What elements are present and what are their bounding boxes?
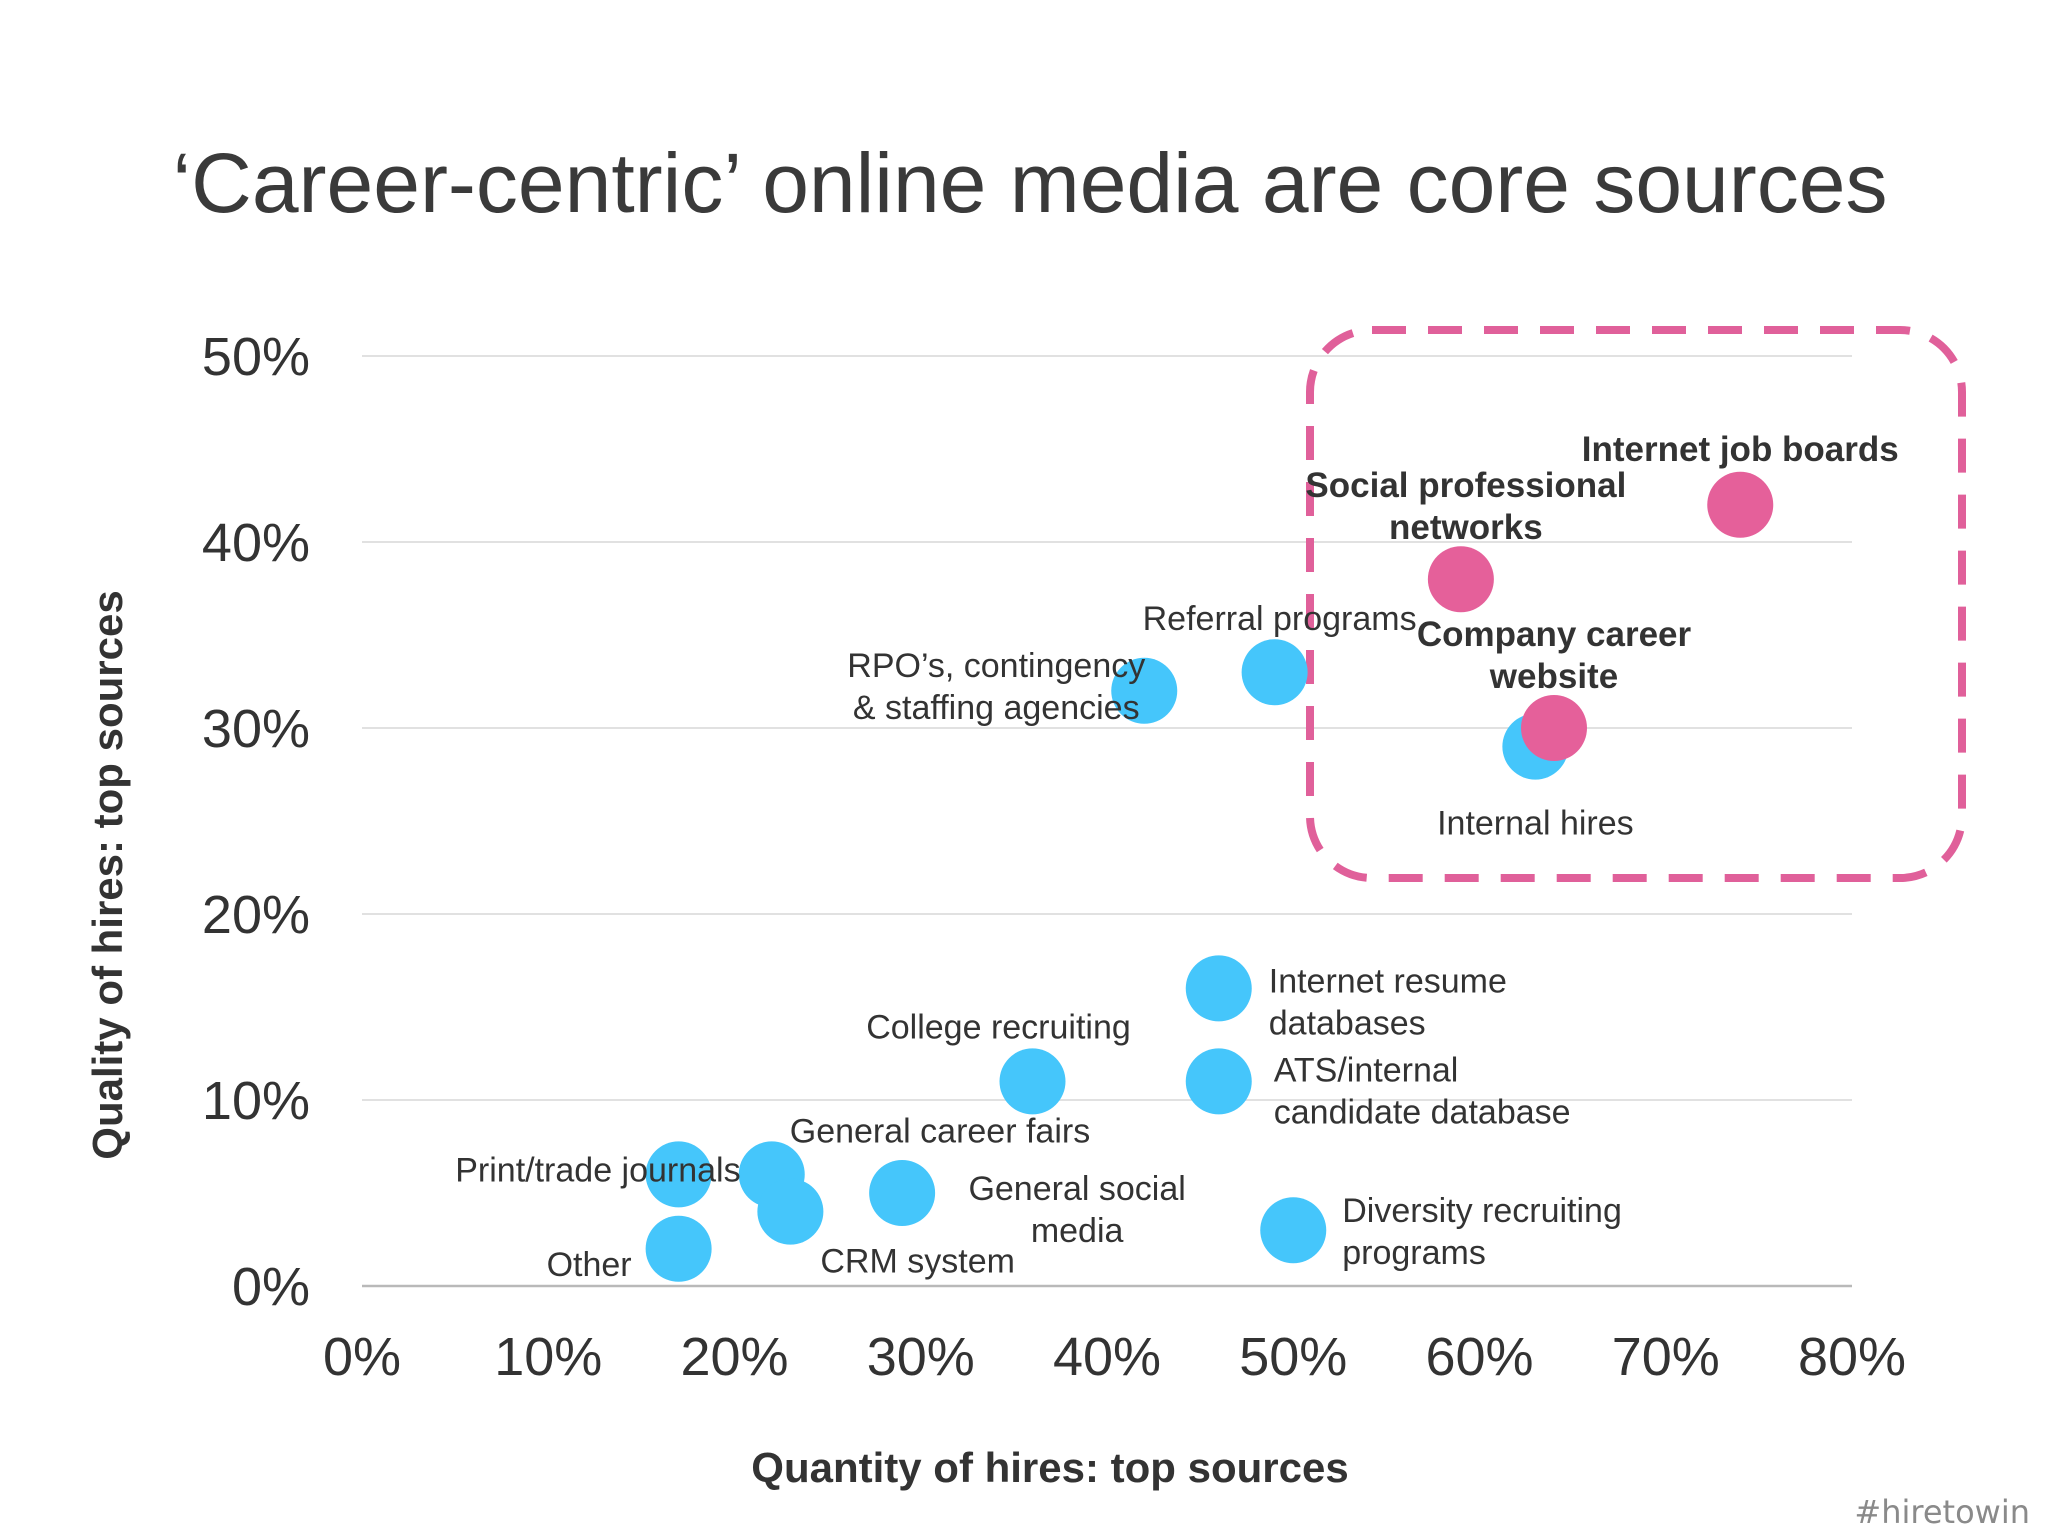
y-tick-label: 40% [202, 513, 310, 573]
point-label: Internet resume [1269, 962, 1507, 1000]
point-label: Internet job boards [1582, 430, 1899, 469]
point-label: website [1489, 657, 1618, 696]
data-point [757, 1178, 824, 1245]
point-label: Internal hires [1437, 805, 1634, 843]
point-labels: Other Print/trade journals General career … [455, 430, 1898, 1284]
point-label: databases [1269, 1004, 1426, 1042]
x-tick-label: 0% [323, 1327, 401, 1387]
x-tick-label: 30% [867, 1327, 975, 1387]
data-point [1260, 1197, 1327, 1264]
data-point [1241, 639, 1308, 706]
data-point [999, 1048, 1066, 1115]
data-point [1185, 1048, 1252, 1115]
y-tick-label: 30% [202, 699, 310, 759]
y-axis-ticks: 0% 10% 20% 30% 40% 50% [202, 327, 310, 1317]
data-points [645, 471, 1774, 1282]
highlight-box [1306, 326, 1966, 882]
y-tick-label: 0% [232, 1257, 310, 1317]
data-point [645, 1141, 712, 1208]
grid-lines [362, 355, 1852, 1288]
point-label: & staffing agencies [853, 689, 1140, 727]
point-label: Company career [1417, 615, 1692, 654]
hashtag-watermark: #hiretowin [1854, 1493, 2030, 1531]
data-point [1185, 955, 1252, 1022]
x-axis-ticks: 0% 10% 20% 30% 40% 50% 60% 70% 80% [323, 1327, 1906, 1387]
x-tick-label: 80% [1798, 1327, 1906, 1387]
point-label: Referral programs [1143, 600, 1417, 638]
y-tick-label: 50% [202, 327, 310, 387]
point-label: networks [1389, 508, 1543, 547]
y-axis-label: Quality of hires: top sources [84, 590, 131, 1159]
point-label: Print/trade journals [455, 1151, 740, 1189]
point-label: programs [1342, 1234, 1486, 1272]
highlight-data-point [1521, 695, 1587, 761]
point-label: College recruiting [866, 1008, 1131, 1046]
point-label: media [1031, 1212, 1124, 1250]
x-axis-label: Quantity of hires: top sources [751, 1444, 1348, 1491]
data-point [645, 1215, 712, 1282]
point-label: candidate database [1274, 1093, 1571, 1131]
point-label: General social [968, 1170, 1185, 1208]
point-label: ATS/internal [1274, 1051, 1459, 1089]
highlight-data-point [1707, 471, 1774, 538]
point-label: RPO’s, contingency [847, 647, 1145, 685]
data-point [1111, 657, 1178, 724]
x-tick-label: 60% [1425, 1327, 1533, 1387]
x-tick-label: 40% [1053, 1327, 1161, 1387]
highlight-box-outline [1306, 326, 1966, 882]
point-label: Diversity recruiting [1342, 1192, 1622, 1230]
y-tick-label: 20% [202, 885, 310, 945]
point-label: Other [547, 1246, 632, 1284]
point-label: CRM system [820, 1243, 1015, 1281]
x-tick-label: 70% [1612, 1327, 1720, 1387]
point-label: Social professional [1305, 466, 1626, 505]
chart-title: ‘Career-centric’ online media are core s… [173, 136, 1888, 230]
x-tick-label: 10% [494, 1327, 602, 1387]
x-tick-label: 50% [1239, 1327, 1347, 1387]
data-point [869, 1160, 936, 1226]
y-tick-label: 10% [202, 1071, 310, 1131]
highlight-data-point [1427, 546, 1494, 613]
point-label: General career fairs [790, 1112, 1090, 1150]
x-tick-label: 20% [680, 1327, 788, 1387]
